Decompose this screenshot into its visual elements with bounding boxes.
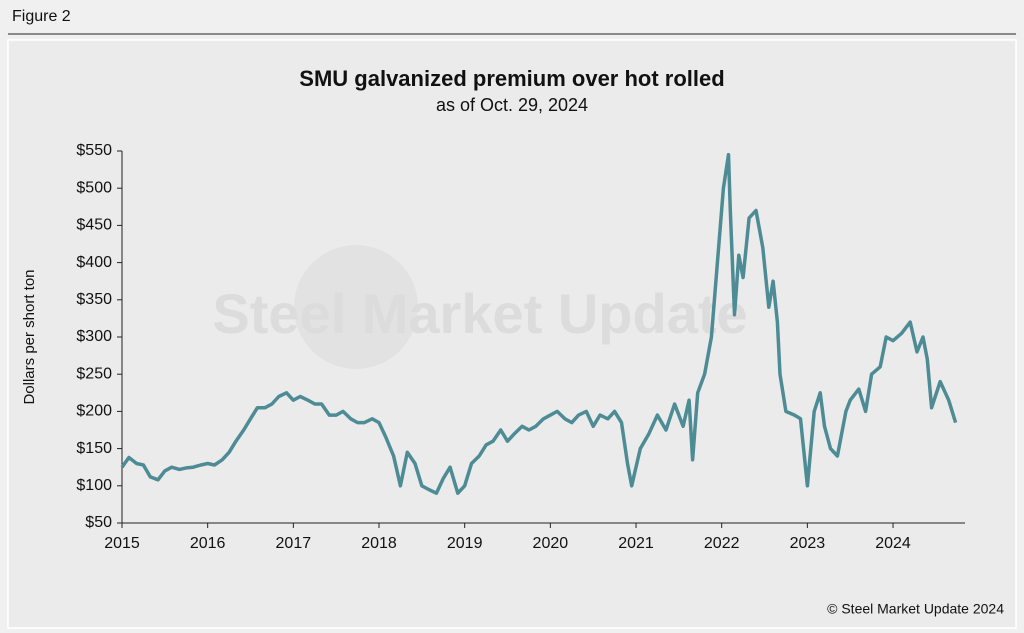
x-tick-label: 2021: [618, 535, 654, 552]
chart-subtitle: as of Oct. 29, 2024: [436, 95, 588, 115]
chart-title: SMU galvanized premium over hot rolled: [299, 66, 724, 91]
y-tick-label: $300: [76, 328, 112, 345]
x-tick-label: 2019: [447, 535, 483, 552]
x-tick-label: 2018: [361, 535, 397, 552]
y-tick-label: $400: [76, 254, 112, 271]
x-tick-label: 2020: [533, 535, 569, 552]
y-tick-label: $150: [76, 440, 112, 457]
figure-label: Figure 2: [12, 8, 71, 25]
y-tick-label: $550: [76, 142, 112, 159]
x-tick-label: 2023: [790, 535, 826, 552]
y-tick-label: $250: [76, 365, 112, 382]
y-tick-label: $200: [76, 403, 112, 420]
panel: [7, 39, 1017, 629]
y-tick-label: $500: [76, 179, 112, 196]
y-tick-label: $50: [85, 514, 112, 531]
data-line: [120, 152, 958, 495]
watermark: Steel Market Update: [212, 282, 747, 345]
y-axis-label: Dollars per short ton: [21, 269, 38, 404]
y-tick-label: $100: [76, 477, 112, 494]
x-tick-label: 2015: [104, 535, 140, 552]
watermark-logo: [294, 245, 418, 369]
x-tick-label: 2017: [276, 535, 312, 552]
x-tick-label: 2016: [190, 535, 226, 552]
x-tick-label: 2024: [875, 535, 911, 552]
x-tick-label: 2022: [704, 535, 740, 552]
y-tick-label: $350: [76, 291, 112, 308]
y-tick-label: $450: [76, 217, 112, 234]
copyright: © Steel Market Update 2024: [827, 601, 1004, 617]
